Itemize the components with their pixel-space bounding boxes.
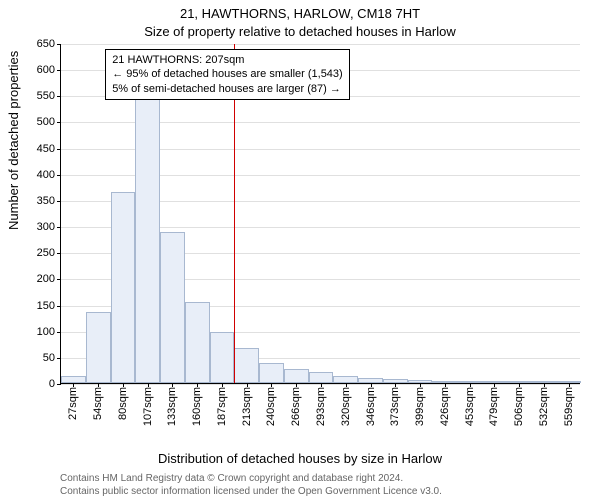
xtick-label: 266sqm [290,383,302,426]
histogram-bar [284,369,309,383]
xtick-label: 293sqm [315,383,327,426]
xtick-label: 346sqm [365,383,377,426]
ytick-label: 300 [37,221,61,233]
xtick-label: 27sqm [67,383,79,420]
ytick-label: 600 [37,64,61,76]
ytick-label: 100 [37,326,61,338]
histogram-bar [160,232,185,383]
xtick-label: 399sqm [414,383,426,426]
xtick-label: 160sqm [191,383,203,426]
xtick-label: 54sqm [92,383,104,420]
xtick-label: 479sqm [488,383,500,426]
ytick-label: 450 [37,143,61,155]
ytick-label: 50 [43,352,61,364]
histogram-bar [61,376,86,383]
ytick-label: 150 [37,300,61,312]
xtick-label: 453sqm [464,383,476,426]
histogram-bar [333,376,358,383]
chart-container: 21, HAWTHORNS, HARLOW, CM18 7HT Size of … [0,0,600,500]
xtick-label: 426sqm [439,383,451,426]
ytick-label: 250 [37,247,61,259]
histogram-bar [259,363,284,383]
xtick-label: 107sqm [142,383,154,426]
xtick-label: 506sqm [513,383,525,426]
xtick-label: 240sqm [265,383,277,426]
ytick-label: 400 [37,169,61,181]
xtick-label: 187sqm [216,383,228,426]
histogram-bar [234,348,259,383]
footer-line1: Contains HM Land Registry data © Crown c… [60,472,590,485]
xtick-label: 532sqm [538,383,550,426]
xtick-label: 559sqm [563,383,575,426]
histogram-bar [210,332,235,383]
histogram-bar [111,192,136,383]
title-line1: 21, HAWTHORNS, HARLOW, CM18 7HT [0,6,600,21]
histogram-bar [309,372,334,384]
x-axis-label: Distribution of detached houses by size … [0,451,600,466]
ytick-label: 650 [37,38,61,50]
annotation-line1: 21 HAWTHORNS: 207sqm [112,53,343,67]
ytick-label: 500 [37,116,61,128]
plot-area: 0501001502002503003504004505005506006502… [60,44,580,384]
gridline-h [61,44,580,45]
histogram-bar [135,93,160,383]
ytick-label: 0 [49,378,61,390]
title-line2: Size of property relative to detached ho… [0,24,600,39]
xtick-label: 80sqm [117,383,129,420]
xtick-label: 373sqm [389,383,401,426]
y-axis-label: Number of detached properties [6,51,21,230]
annotation-line3: 5% of semi-detached houses are larger (8… [112,82,343,96]
annotation-line2: ← 95% of detached houses are smaller (1,… [112,67,343,81]
annotation-box: 21 HAWTHORNS: 207sqm ← 95% of detached h… [105,49,350,100]
xtick-label: 320sqm [340,383,352,426]
footer-attribution: Contains HM Land Registry data © Crown c… [60,472,590,498]
xtick-label: 133sqm [166,383,178,426]
ytick-label: 350 [37,195,61,207]
ytick-label: 550 [37,90,61,102]
xtick-label: 213sqm [241,383,253,426]
footer-line2: Contains public sector information licen… [60,485,590,498]
histogram-bar [86,312,111,383]
histogram-bar [185,302,210,383]
ytick-label: 200 [37,273,61,285]
